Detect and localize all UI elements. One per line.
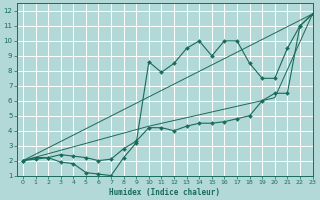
X-axis label: Humidex (Indice chaleur): Humidex (Indice chaleur) bbox=[109, 188, 220, 197]
